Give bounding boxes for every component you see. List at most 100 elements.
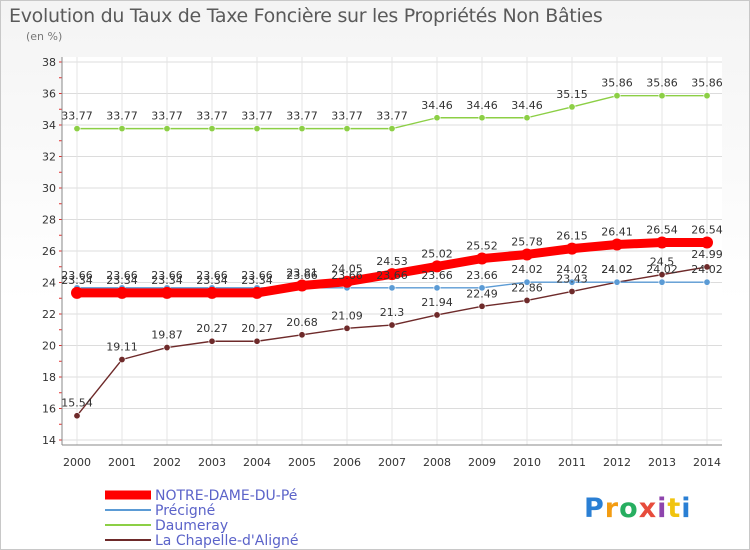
data-point-la-chapelle-d-align [208, 337, 216, 345]
data-point-notre-dame-du-p [566, 242, 578, 255]
data-label-daumeray: 33.77 [151, 110, 183, 123]
data-point-la-chapelle-d-align [433, 311, 441, 319]
data-label-pr-cign: 23.66 [286, 269, 318, 282]
data-label-notre-dame-du-p: 23.34 [151, 274, 183, 287]
data-point-daumeray [703, 92, 711, 100]
x-tick-label: 2010 [513, 456, 541, 469]
data-label-la-chapelle-d-align: 21.09 [331, 309, 363, 322]
data-label-la-chapelle-d-align: 21.94 [421, 296, 453, 309]
data-point-daumeray [388, 125, 396, 133]
data-label-notre-dame-du-p: 24.53 [376, 255, 408, 268]
data-point-daumeray [163, 125, 171, 133]
data-point-notre-dame-du-p [116, 286, 128, 299]
data-label-daumeray: 33.77 [196, 110, 228, 123]
data-label-pr-cign: 23.66 [241, 269, 273, 282]
data-label-pr-cign: 24.02 [556, 263, 588, 276]
data-label-la-chapelle-d-align: 21.3 [380, 306, 405, 319]
data-label-pr-cign: 24.02 [691, 263, 723, 276]
data-point-daumeray [568, 103, 576, 111]
data-point-notre-dame-du-p [206, 286, 218, 299]
logo-letter: r [604, 493, 620, 524]
data-label-pr-cign: 24.02 [511, 263, 543, 276]
data-point-la-chapelle-d-align [478, 302, 486, 310]
data-point-notre-dame-du-p [656, 236, 668, 249]
data-point-notre-dame-du-p [701, 236, 713, 249]
data-point-daumeray [478, 114, 486, 122]
data-point-notre-dame-du-p [431, 260, 443, 273]
data-label-pr-cign: 24.02 [646, 263, 678, 276]
data-label-pr-cign: 23.66 [376, 269, 408, 282]
data-label-notre-dame-du-p: 23.34 [196, 274, 228, 287]
legend-label: NOTRE-DAME-DU-Pé [155, 488, 297, 504]
logo-letter: i [681, 493, 692, 524]
data-label-notre-dame-du-p: 25.52 [466, 240, 498, 253]
data-label-daumeray: 33.77 [241, 110, 273, 123]
data-point-la-chapelle-d-align [163, 344, 171, 352]
data-point-daumeray [433, 114, 441, 122]
logo-letter: o [619, 493, 639, 524]
data-point-notre-dame-du-p [521, 248, 533, 261]
y-tick-label: 24 [42, 277, 56, 290]
data-label-notre-dame-du-p: 25.02 [421, 247, 453, 260]
data-point-daumeray [208, 125, 216, 133]
data-point-la-chapelle-d-align [568, 287, 576, 295]
legend-label: La Chapelle-d'Aligné [155, 533, 298, 549]
data-point-pr-cign [658, 278, 666, 286]
data-label-la-chapelle-d-align: 24.02 [601, 263, 633, 276]
x-tick-label: 2007 [378, 456, 406, 469]
data-label-daumeray: 34.46 [511, 99, 543, 112]
data-label-daumeray: 35.86 [646, 77, 678, 90]
data-label-daumeray: 33.77 [61, 110, 93, 123]
data-point-daumeray [298, 125, 306, 133]
data-point-la-chapelle-d-align [703, 263, 711, 271]
data-point-daumeray [73, 125, 81, 133]
data-label-la-chapelle-d-align: 22.49 [466, 287, 498, 300]
data-label-pr-cign: 23.66 [106, 269, 138, 282]
data-point-pr-cign [703, 278, 711, 286]
y-tick-label: 22 [42, 308, 56, 321]
data-label-notre-dame-du-p: 23.34 [106, 274, 138, 287]
data-label-notre-dame-du-p: 26.41 [601, 226, 633, 239]
data-label-daumeray: 33.77 [106, 110, 138, 123]
x-tick-label: 2003 [198, 456, 226, 469]
data-point-notre-dame-du-p [341, 275, 353, 288]
data-label-pr-cign: 23.66 [196, 269, 228, 282]
data-point-la-chapelle-d-align [388, 321, 396, 329]
data-label-notre-dame-du-p: 23.34 [241, 274, 273, 287]
data-label-notre-dame-du-p: 26.54 [691, 223, 723, 236]
y-tick-label: 30 [42, 182, 56, 195]
data-point-daumeray [118, 125, 126, 133]
data-label-notre-dame-du-p: 24.05 [331, 263, 363, 276]
data-label-daumeray: 35.86 [691, 77, 723, 90]
y-tick-label: 26 [42, 245, 56, 258]
data-label-la-chapelle-d-align: 24.99 [691, 248, 723, 261]
data-point-pr-cign [478, 284, 486, 292]
y-tick-label: 28 [42, 214, 56, 227]
y-tick-label: 34 [42, 119, 56, 132]
legend-label: Précigné [155, 503, 215, 519]
data-point-la-chapelle-d-align [343, 324, 351, 332]
data-point-pr-cign [433, 284, 441, 292]
x-tick-label: 2004 [243, 456, 271, 469]
proxiti-logo[interactable]: Proxiti [584, 493, 692, 524]
data-point-pr-cign [523, 278, 531, 286]
data-point-notre-dame-du-p [71, 286, 83, 299]
logo-letter: P [584, 493, 605, 524]
x-tick-label: 2005 [288, 456, 316, 469]
data-point-pr-cign [568, 278, 576, 286]
data-label-daumeray: 34.46 [421, 99, 453, 112]
data-point-daumeray [613, 92, 621, 100]
x-tick-label: 2002 [153, 456, 181, 469]
y-tick-label: 38 [42, 56, 56, 69]
y-tick-label: 18 [42, 371, 56, 384]
data-point-daumeray [253, 125, 261, 133]
y-tick-label: 20 [42, 340, 56, 353]
data-label-daumeray: 35.15 [556, 88, 588, 101]
data-label-la-chapelle-d-align: 15.54 [61, 397, 93, 410]
data-label-la-chapelle-d-align: 20.27 [196, 322, 228, 335]
data-label-daumeray: 35.86 [601, 77, 633, 90]
x-tick-label: 2014 [693, 456, 721, 469]
data-label-la-chapelle-d-align: 19.87 [151, 329, 183, 342]
logo-letter: i [657, 493, 668, 524]
